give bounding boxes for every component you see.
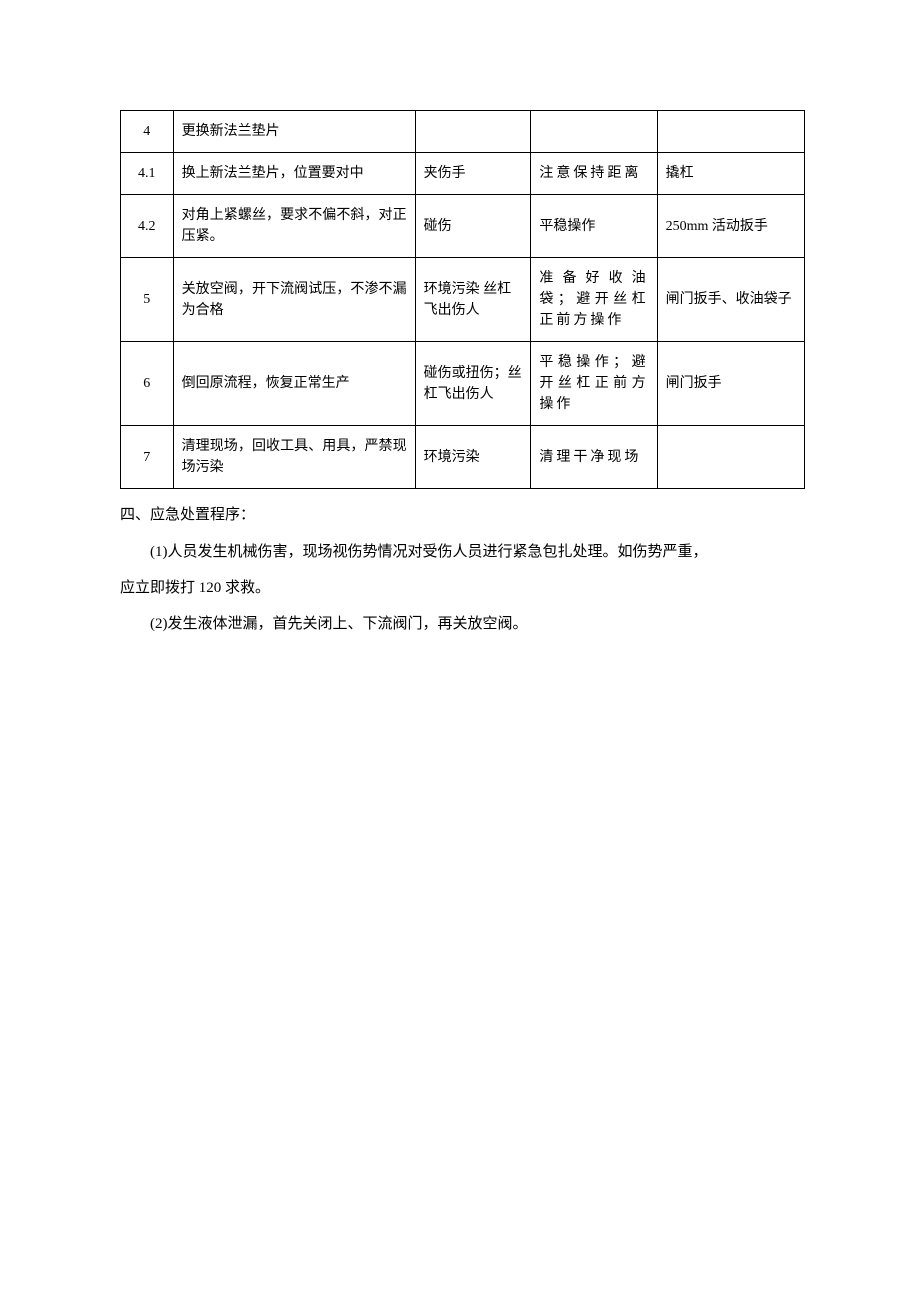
row-step: 倒回原流程，恢复正常生产 <box>173 342 415 426</box>
row-hazard: 夹伤手 <box>415 153 531 195</box>
row-step: 清理现场，回收工具、用具，严禁现场污染 <box>173 426 415 489</box>
row-tool: 闸门扳手 <box>657 342 804 426</box>
procedure-table: 4 更换新法兰垫片 4.1 换上新法兰垫片，位置要对中 夹伤手 注意保持距离 撬… <box>120 110 805 489</box>
table-row: 4 更换新法兰垫片 <box>121 111 805 153</box>
table-row: 7 清理现场，回收工具、用具，严禁现场污染 环境污染 清理干净现场 <box>121 426 805 489</box>
row-step: 对角上紧螺丝，要求不偏不斜，对正压紧。 <box>173 195 415 258</box>
row-measure: 准备好收油袋；避开丝杠正前方操作 <box>531 258 657 342</box>
row-measure: 平稳操作 <box>531 195 657 258</box>
row-measure: 清理干净现场 <box>531 426 657 489</box>
row-step: 更换新法兰垫片 <box>173 111 415 153</box>
table-row: 5 关放空阀，开下流阀试压，不渗不漏为合格 环境污染 丝杠飞出伤人 准备好收油袋… <box>121 258 805 342</box>
section-heading: 四、应急处置程序： <box>120 503 805 527</box>
row-hazard: 碰伤或扭伤；丝杠飞出伤人 <box>415 342 531 426</box>
row-tool <box>657 426 804 489</box>
row-hazard <box>415 111 531 153</box>
row-hazard: 碰伤 <box>415 195 531 258</box>
row-tool <box>657 111 804 153</box>
row-hazard: 环境污染 丝杠飞出伤人 <box>415 258 531 342</box>
row-number: 4 <box>121 111 174 153</box>
row-measure: 注意保持距离 <box>531 153 657 195</box>
row-number: 4.2 <box>121 195 174 258</box>
table-row: 6 倒回原流程，恢复正常生产 碰伤或扭伤；丝杠飞出伤人 平稳操作；避开丝杠正前方… <box>121 342 805 426</box>
row-number: 5 <box>121 258 174 342</box>
table-row: 4.1 换上新法兰垫片，位置要对中 夹伤手 注意保持距离 撬杠 <box>121 153 805 195</box>
row-number: 4.1 <box>121 153 174 195</box>
row-step: 关放空阀，开下流阀试压，不渗不漏为合格 <box>173 258 415 342</box>
row-measure <box>531 111 657 153</box>
table-row: 4.2 对角上紧螺丝，要求不偏不斜，对正压紧。 碰伤 平稳操作 250mm 活动… <box>121 195 805 258</box>
paragraph: (2)发生液体泄漏，首先关闭上、下流阀门，再关放空阀。 <box>120 609 805 639</box>
row-hazard: 环境污染 <box>415 426 531 489</box>
row-measure: 平稳操作；避开丝杠正前方操作 <box>531 342 657 426</box>
row-number: 7 <box>121 426 174 489</box>
table-body: 4 更换新法兰垫片 4.1 换上新法兰垫片，位置要对中 夹伤手 注意保持距离 撬… <box>121 111 805 489</box>
row-step: 换上新法兰垫片，位置要对中 <box>173 153 415 195</box>
row-tool: 闸门扳手、收油袋子 <box>657 258 804 342</box>
row-tool: 撬杠 <box>657 153 804 195</box>
paragraph: 应立即拨打 120 求救。 <box>120 573 805 603</box>
paragraph: (1)人员发生机械伤害，现场视伤势情况对受伤人员进行紧急包扎处理。如伤势严重， <box>120 537 805 567</box>
row-number: 6 <box>121 342 174 426</box>
row-tool: 250mm 活动扳手 <box>657 195 804 258</box>
